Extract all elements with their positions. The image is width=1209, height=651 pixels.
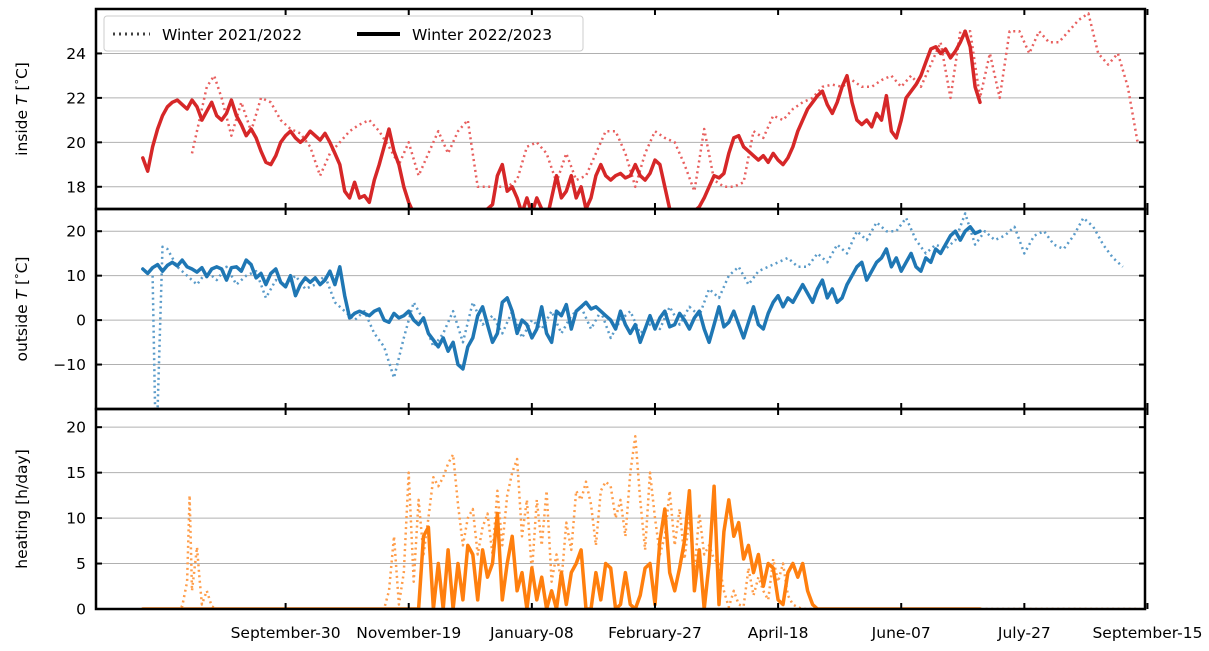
ytick-label: 20 [66, 134, 86, 152]
ytick-label: 20 [66, 419, 86, 437]
xtick-label: February-27 [608, 624, 702, 642]
panel-inside: 18 20 22 24 inside T [°C] [13, 7, 1149, 211]
ylabel-outside: outside T [°C] [13, 257, 31, 362]
legend-frame [103, 15, 584, 52]
series-heating-2022-2023 [141, 484, 982, 609]
panel-heating: 0 5 10 15 20 heating [h/day] [13, 407, 1149, 619]
ylabel-part: T [13, 288, 31, 299]
panel-outside: −10 0 10 20 outside T [°C] [13, 207, 1149, 411]
ytick-label: 10 [66, 267, 86, 285]
xtick-label: September-15 [1092, 624, 1202, 642]
series-inside-2022-2023 [141, 29, 982, 209]
ylabel-part: outside [13, 299, 31, 361]
ytick-label: 15 [66, 464, 86, 482]
ytick-label: 0 [76, 312, 86, 330]
ytick-label: −10 [53, 356, 86, 374]
ytick-label: 22 [66, 89, 86, 107]
legend: Winter 2021/2022 Winter 2022/2023 [103, 15, 584, 52]
ylabel-heating: heating [h/day] [13, 449, 31, 568]
ylabel-part: ° [13, 79, 26, 85]
ytick-label: 10 [66, 510, 86, 528]
xtick-label: July-27 [997, 624, 1051, 642]
series-outside-2022-2023 [141, 225, 982, 371]
ylabel-part: ° [13, 273, 26, 279]
legend-entry-2022: Winter 2022/2023 [412, 26, 552, 44]
series-inside-2021-2022 [190, 12, 1139, 193]
ytick-label: 24 [66, 45, 86, 63]
legend-entry-2021: Winter 2021/2022 [162, 26, 302, 44]
ylabel-part: T [13, 94, 31, 105]
xtick-label: September-30 [231, 624, 341, 642]
xtick-label: April-18 [748, 624, 809, 642]
ylabel-inside: inside T [°C] [13, 62, 31, 156]
ytick-label: 0 [76, 601, 86, 619]
panel-frame [94, 407, 1147, 611]
xtick-label: November-19 [356, 624, 461, 642]
ylabel-part: C] [13, 257, 31, 274]
ytick-label: 18 [66, 178, 86, 196]
ylabel-part: inside [13, 105, 31, 156]
ytick-label: 5 [76, 555, 86, 573]
series-outside-2021-2022 [151, 212, 1124, 409]
xtick-label: January-08 [489, 624, 574, 642]
xtick-label: June-07 [871, 624, 931, 642]
panel-frame [94, 207, 1147, 411]
ylabel-part: [ [13, 279, 31, 290]
ylabel-part: [ [13, 85, 31, 96]
ytick-label: 20 [66, 223, 86, 241]
ylabel-part: C] [13, 62, 31, 79]
ylabel-part: heating [h/day] [13, 449, 31, 568]
series-heating-2021-2022 [142, 435, 1141, 609]
